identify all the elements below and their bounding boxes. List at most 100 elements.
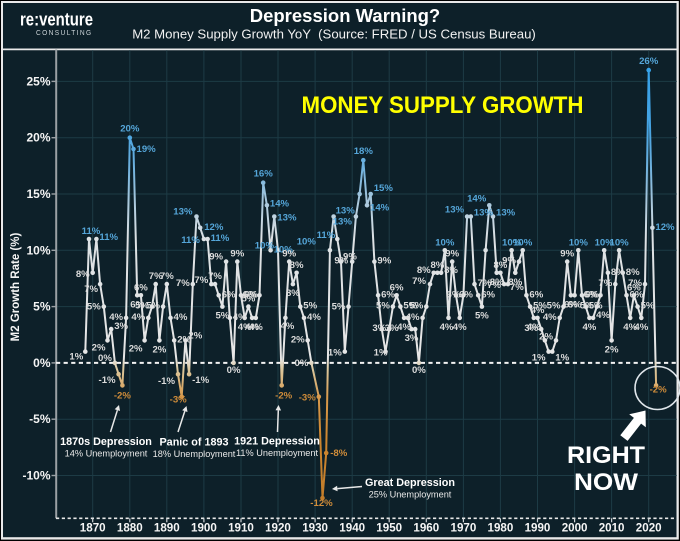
svg-text:2%: 2% (152, 344, 166, 355)
svg-text:6%: 6% (381, 289, 395, 300)
svg-text:10%: 10% (569, 237, 589, 248)
svg-text:25%: 25% (26, 74, 50, 88)
svg-text:4%: 4% (109, 312, 123, 323)
svg-text:11%: 11% (317, 230, 336, 241)
svg-text:8%: 8% (490, 277, 504, 288)
svg-text:9%: 9% (560, 249, 574, 260)
svg-text:1900: 1900 (191, 522, 217, 535)
svg-text:4%: 4% (527, 322, 541, 333)
svg-text:9%: 9% (282, 249, 296, 260)
svg-text:6%: 6% (584, 289, 598, 300)
svg-text:NOW: NOW (574, 469, 639, 496)
svg-text:9%: 9% (343, 252, 357, 263)
svg-text:0%: 0% (227, 365, 241, 376)
svg-text:6%: 6% (630, 289, 644, 300)
svg-text:4%: 4% (397, 322, 411, 333)
svg-text:11%: 11% (99, 232, 118, 243)
svg-text:6%: 6% (244, 289, 258, 300)
svg-text:6%: 6% (447, 289, 461, 300)
svg-text:0%: 0% (412, 365, 426, 376)
svg-text:4%: 4% (307, 312, 321, 323)
svg-text:4%: 4% (582, 322, 596, 333)
svg-text:3%: 3% (524, 323, 538, 334)
svg-text:1980: 1980 (488, 522, 514, 535)
svg-text:RIGHT: RIGHT (567, 442, 645, 469)
svg-text:6%: 6% (222, 289, 236, 300)
svg-text:5%: 5% (146, 301, 160, 312)
svg-text:5%: 5% (409, 301, 423, 312)
svg-text:5%: 5% (547, 301, 561, 312)
svg-text:2%: 2% (188, 330, 202, 341)
svg-text:13%: 13% (336, 206, 356, 217)
svg-text:2%: 2% (539, 331, 553, 342)
svg-text:0%: 0% (295, 358, 309, 369)
svg-text:7%: 7% (160, 271, 174, 282)
svg-text:8%: 8% (493, 260, 507, 271)
svg-text:18% Unemployment: 18% Unemployment (153, 449, 236, 459)
svg-text:-1%: -1% (192, 375, 210, 386)
svg-text:2010: 2010 (599, 522, 625, 535)
svg-text:8%: 8% (444, 265, 458, 276)
svg-text:10%: 10% (513, 237, 533, 248)
svg-text:14%: 14% (270, 198, 290, 209)
svg-text:1%: 1% (532, 353, 546, 364)
svg-text:4%: 4% (634, 322, 648, 333)
svg-text:1%: 1% (69, 352, 83, 363)
svg-text:1890: 1890 (154, 522, 180, 535)
svg-text:4%: 4% (174, 312, 188, 323)
svg-text:1910: 1910 (228, 522, 254, 535)
svg-text:6%: 6% (568, 299, 582, 310)
svg-text:M2 Money Supply Growth YoY (S: M2 Money Supply Growth YoY (Source: FRED… (132, 27, 536, 42)
svg-text:4%: 4% (249, 322, 263, 333)
svg-text:2000: 2000 (562, 522, 588, 535)
svg-text:6%: 6% (481, 289, 495, 300)
svg-text:13%: 13% (277, 213, 297, 224)
svg-text:1960: 1960 (413, 522, 439, 535)
svg-text:13%: 13% (474, 208, 494, 219)
svg-text:8%: 8% (626, 267, 640, 278)
svg-text:7%: 7% (208, 271, 222, 282)
svg-text:5%: 5% (303, 301, 317, 312)
svg-text:2%: 2% (291, 334, 305, 345)
svg-text:Great Depression: Great Depression (365, 477, 455, 489)
svg-text:4%: 4% (623, 322, 637, 333)
svg-text:18%: 18% (354, 146, 374, 157)
svg-text:4%: 4% (596, 310, 610, 321)
svg-text:7%: 7% (176, 278, 190, 289)
svg-text:9%: 9% (209, 252, 223, 263)
svg-text:6%: 6% (564, 299, 578, 310)
svg-text:2%: 2% (129, 343, 143, 354)
svg-text:4%: 4% (440, 322, 454, 333)
svg-text:-8%: -8% (330, 448, 348, 459)
svg-text:5%: 5% (475, 311, 489, 322)
svg-text:Depression Warning?: Depression Warning? (250, 5, 441, 26)
svg-text:5%: 5% (87, 302, 101, 313)
svg-text:-5%: -5% (29, 412, 51, 426)
svg-text:1880: 1880 (117, 522, 143, 535)
svg-text:11% Unemployment: 11% Unemployment (236, 448, 318, 458)
svg-text:7%: 7% (412, 276, 426, 287)
svg-text:7%: 7% (149, 271, 163, 282)
svg-text:25% Unemployment: 25% Unemployment (369, 490, 452, 500)
svg-text:20%: 20% (120, 124, 140, 135)
svg-text:4%: 4% (280, 321, 294, 332)
svg-text:4%: 4% (238, 322, 252, 333)
svg-text:15%: 15% (374, 183, 394, 194)
svg-text:9%: 9% (445, 249, 459, 260)
svg-text:2020: 2020 (636, 522, 662, 535)
svg-text:-1%: -1% (158, 376, 176, 387)
svg-text:0%: 0% (98, 353, 112, 364)
svg-text:10%: 10% (255, 240, 275, 251)
svg-text:5%: 5% (589, 301, 603, 312)
svg-text:10%: 10% (609, 237, 629, 248)
svg-text:14%: 14% (370, 202, 390, 213)
svg-text:M2 Growth Rate (%): M2 Growth Rate (%) (10, 233, 22, 342)
svg-text:-10%: -10% (22, 469, 50, 483)
svg-text:4%: 4% (453, 322, 467, 333)
svg-text:5%: 5% (533, 301, 547, 312)
svg-text:-3%: -3% (299, 393, 317, 404)
svg-text:3%: 3% (372, 323, 386, 334)
svg-text:7%: 7% (194, 275, 208, 286)
svg-text:1950: 1950 (376, 522, 402, 535)
svg-text:4%: 4% (406, 312, 420, 323)
